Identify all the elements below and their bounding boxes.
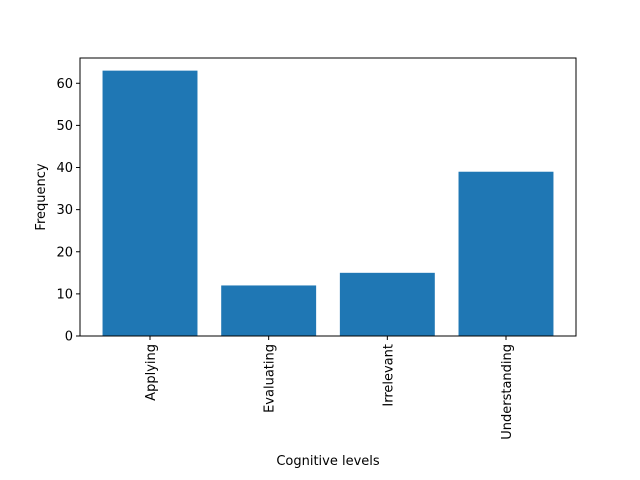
bar-evaluating [221, 285, 317, 336]
x-axis-label: Cognitive levels [276, 454, 380, 469]
bar-applying [102, 70, 198, 337]
plot-frame [79, 57, 577, 337]
y-tick-label: 20 [56, 245, 73, 260]
bar-irrelevant [339, 272, 435, 336]
y-tick-label: 50 [56, 119, 73, 134]
x-tick-label: Irrelevant [381, 344, 396, 407]
y-tick-label: 60 [56, 77, 73, 92]
x-axis: Applying Evaluating Irrelevant Understandin… [144, 336, 515, 440]
y-tick-label: 40 [56, 161, 73, 176]
y-axis: 0 10 20 30 40 50 60 [56, 77, 80, 345]
y-tick-label: 0 [65, 330, 73, 345]
y-tick-label: 30 [56, 203, 73, 218]
x-tick-label: Understanding [500, 344, 515, 440]
bars-group [102, 70, 554, 337]
x-tick-label: Applying [144, 344, 159, 401]
y-tick-label: 10 [56, 287, 73, 302]
x-tick-label: Evaluating [263, 344, 278, 413]
y-axis-label: Frequency [34, 163, 49, 230]
bar-understanding [458, 171, 554, 336]
